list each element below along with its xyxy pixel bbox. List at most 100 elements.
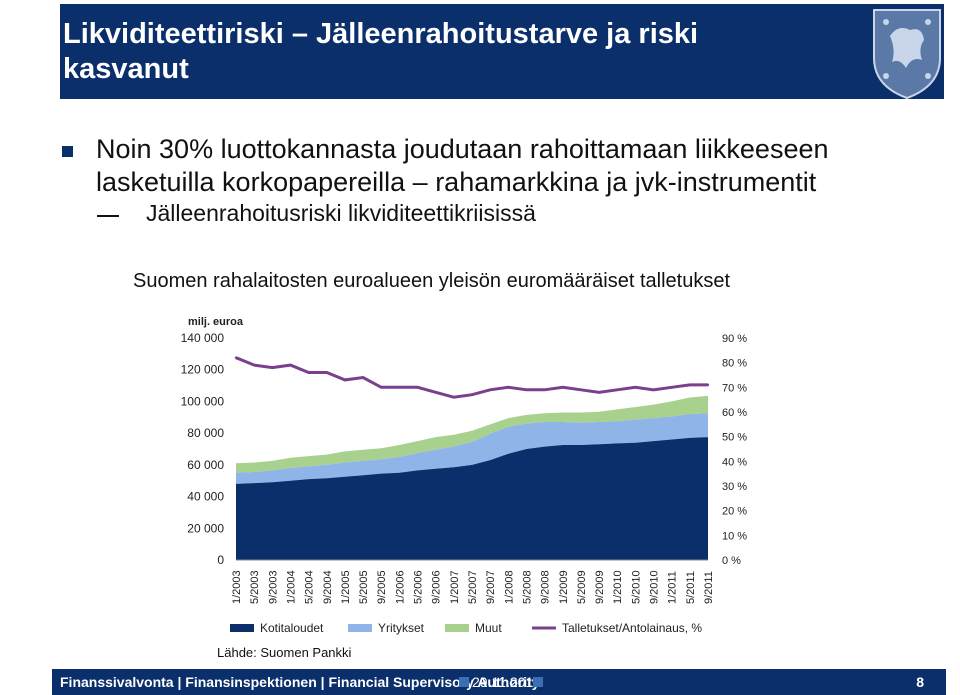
page-number: 8 — [916, 674, 924, 690]
x-tick-label: 9/2011 — [703, 571, 715, 604]
footer-square-icon — [533, 677, 543, 687]
right-tick-label: 30 % — [722, 481, 747, 493]
legend-label: Yritykset — [378, 621, 425, 635]
left-tick-label: 80 000 — [187, 426, 224, 440]
chart-title: Suomen rahalaitosten euroalueen yleisön … — [133, 270, 731, 292]
x-tick-label: 9/2009 — [594, 570, 606, 604]
legend-swatch — [445, 624, 469, 632]
line-point — [706, 383, 710, 387]
footer-organization: Finanssivalvonta | Finansinspektionen | … — [60, 674, 540, 690]
left-tick-label: 100 000 — [181, 394, 225, 408]
legend: Kotitaloudet Yritykset Muut Talletukset/Ant… — [230, 621, 702, 635]
line-point — [488, 388, 492, 391]
legend-swatch — [348, 624, 372, 632]
line-point — [597, 391, 601, 394]
right-tick-label: 60 % — [722, 407, 747, 419]
legend-swatch — [230, 624, 254, 632]
x-tick-label: 5/2007 — [467, 570, 479, 604]
line-point — [434, 391, 437, 394]
x-tick-label: 9/2004 — [322, 570, 334, 604]
legend-label: Kotitaloudet — [260, 621, 324, 635]
sub-bullet-dash — [97, 215, 119, 217]
area-kotitaloudet — [236, 437, 708, 560]
line-point — [452, 396, 456, 399]
left-tick-label: 0 — [217, 553, 224, 567]
x-tick-label: 5/2004 — [304, 570, 316, 604]
right-tick-label: 20 % — [722, 506, 747, 518]
x-tick-label: 1/2009 — [558, 570, 570, 604]
deposits-chart: milj. euroa 140 000 120 000 100 000 80 000 60… — [181, 316, 748, 635]
footer-square-icon — [459, 677, 469, 687]
line-point — [380, 386, 383, 389]
line-talletukset-antolainaus — [235, 356, 708, 399]
left-axis-title: milj. euroa — [188, 316, 244, 328]
left-tick-label: 40 000 — [187, 490, 224, 504]
area-series — [236, 395, 708, 561]
line-point — [307, 371, 310, 374]
x-tick-label: 1/2010 — [612, 570, 624, 604]
x-tick-label: 9/2003 — [267, 570, 279, 604]
line-point — [361, 376, 365, 379]
x-tick-label: 5/2011 — [685, 571, 697, 604]
ratio-line-series — [234, 356, 710, 399]
line-point — [688, 383, 692, 387]
area-yritykset — [236, 413, 708, 484]
legend-label: Muut — [475, 621, 502, 635]
x-axis: 1/2003 5/2003 9/2003 1/2004 5/2004 9/2004 1/20… — [231, 570, 715, 604]
x-tick-label: 9/2008 — [540, 570, 552, 604]
right-tick-label: 0 % — [722, 555, 741, 567]
lion-crest-icon — [873, 9, 941, 100]
line-point — [343, 378, 347, 382]
x-tick-label: 5/2006 — [413, 570, 425, 604]
x-tick-label: 5/2003 — [249, 570, 261, 604]
line-point — [234, 356, 238, 359]
right-tick-label: 10 % — [722, 530, 747, 542]
line-point — [670, 386, 673, 389]
bullet-marker — [62, 146, 73, 157]
right-tick-label: 70 % — [722, 382, 747, 394]
right-tick-label: 90 % — [722, 333, 747, 345]
x-tick-label: 5/2009 — [576, 570, 588, 604]
right-tick-label: 50 % — [722, 432, 747, 444]
line-point — [525, 388, 528, 391]
line-point — [543, 388, 546, 391]
x-tick-label: 1/2008 — [503, 570, 515, 604]
line-point — [561, 386, 564, 389]
line-point — [325, 371, 328, 374]
x-tick-label: 1/2005 — [340, 570, 352, 604]
legend-label: Talletukset/Antolainaus, % — [562, 621, 702, 635]
line-point — [398, 386, 401, 389]
slide-footer: Finanssivalvonta | Finansinspektionen | … — [52, 668, 946, 695]
left-tick-label: 20 000 — [187, 521, 224, 535]
slide-title: Likviditeettiriski – Jälleenrahoitustarv… — [63, 18, 699, 85]
x-tick-label: 1/2006 — [394, 570, 406, 604]
x-tick-label: 9/2006 — [431, 570, 443, 604]
line-point — [271, 366, 274, 369]
x-tick-label: 5/2008 — [521, 570, 533, 604]
left-axis: milj. euroa 140 000 120 000 100 000 80 000 60… — [181, 316, 244, 567]
x-tick-label: 1/2004 — [285, 570, 297, 604]
x-tick-label: 1/2003 — [231, 570, 243, 604]
line-point — [616, 388, 619, 391]
x-tick-label: 9/2010 — [649, 570, 661, 604]
line-point — [289, 363, 292, 367]
left-tick-label: 140 000 — [181, 331, 225, 345]
line-point — [634, 386, 637, 389]
bullet-text-1: Noin 30% luottokannasta joudutaan rahoit… — [96, 134, 829, 197]
line-point — [579, 388, 583, 391]
line-point — [252, 363, 256, 367]
x-tick-label: 9/2005 — [376, 570, 388, 604]
x-tick-label: 1/2011 — [667, 571, 679, 604]
source-note: Lähde: Suomen Pankki — [217, 645, 352, 660]
line-point — [507, 386, 510, 389]
bullet-text-2: Jälleenrahoitusriski likviditeettikriisi… — [146, 200, 536, 226]
footer-date: 29.11.2011 — [472, 674, 540, 690]
left-tick-label: 60 000 — [187, 458, 224, 472]
slide-header — [60, 4, 944, 99]
x-tick-label: 5/2010 — [630, 570, 642, 604]
line-point — [470, 393, 474, 396]
left-tick-label: 120 000 — [181, 363, 225, 377]
x-tick-label: 1/2007 — [449, 570, 461, 604]
x-tick-label: 5/2005 — [358, 570, 370, 604]
right-tick-label: 80 % — [722, 358, 747, 370]
